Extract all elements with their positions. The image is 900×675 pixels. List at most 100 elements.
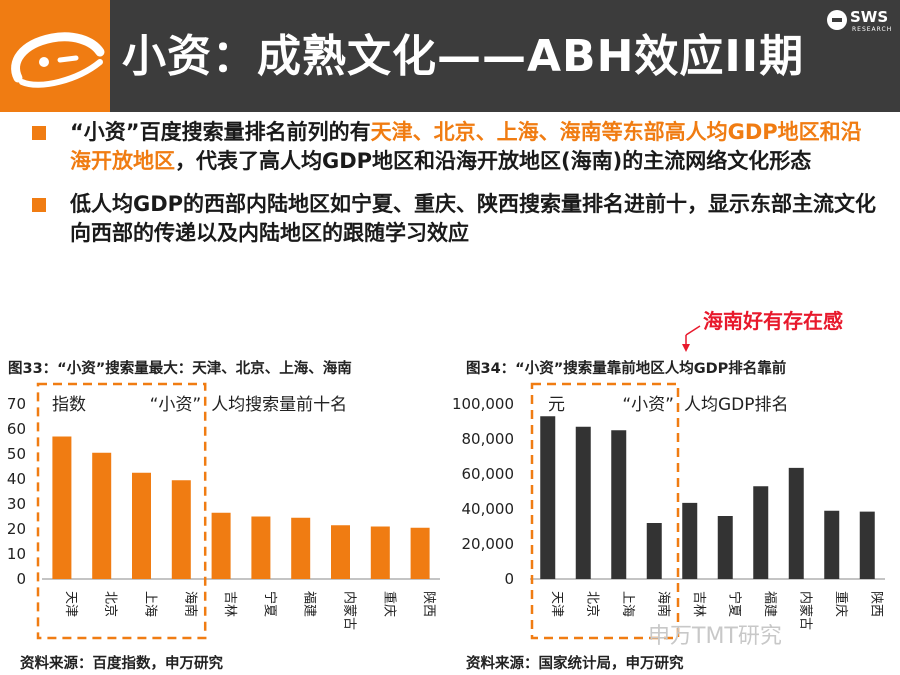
category-label: 上海 — [620, 591, 635, 617]
bar-天津 — [540, 416, 556, 579]
category-label: 海南 — [655, 591, 671, 617]
category-label: 福建 — [302, 591, 317, 617]
chart-1-source: 资料来源：百度指数，申万研究 — [20, 656, 223, 672]
category-label-group: 天津 — [63, 591, 78, 617]
category-label: 陕西 — [421, 591, 436, 617]
y-tick-label: 30 — [7, 495, 26, 513]
category-label-group: 内蒙古 — [342, 591, 358, 630]
unit-label: 元 — [548, 395, 565, 415]
chart-1-title: 图33：“小资”搜索量最大：天津、北京、上海、海南 — [8, 361, 352, 377]
bullet-square-icon — [32, 198, 46, 212]
bar-海南 — [171, 480, 191, 579]
y-tick-label: 80,000 — [462, 430, 515, 448]
watermark-text: 申万TMT研究 — [648, 624, 782, 649]
box-label: “小资” — [622, 395, 674, 415]
bar-福建 — [291, 517, 311, 579]
bar-吉林 — [211, 512, 231, 579]
y-tick-label: 20,000 — [462, 535, 515, 553]
category-label-group: 北京 — [584, 591, 599, 617]
hainan-annotation: 海南好有存在感 — [703, 309, 843, 333]
chart-2-title: 图34：“小资”搜索量靠前地区人均GDP排名靠前 — [466, 361, 787, 377]
category-label-group: 陕西 — [868, 591, 883, 617]
category-label: 天津 — [63, 591, 78, 617]
category-label: 内蒙古 — [797, 591, 813, 630]
bar-陕西 — [859, 511, 875, 579]
bullet-item-1: “小资”百度搜索量排名前列的有天津、北京、上海、海南等东部高人均GDP地区和沿海… — [32, 118, 882, 176]
category-label-group: 福建 — [302, 591, 317, 617]
alibaba-logo-icon — [11, 32, 105, 88]
header-bar: 小资：成熟文化——ABH效应II期 SWS RESEARCH — [0, 0, 900, 112]
alibaba-logo-box — [0, 0, 110, 112]
category-label-group: 宁夏 — [262, 591, 278, 617]
page-title: 小资：成熟文化——ABH效应II期 — [122, 31, 805, 82]
category-label-group: 北京 — [103, 591, 118, 617]
category-label: 上海 — [143, 591, 158, 617]
bullet-2-text: 低人均GDP的西部内陆地区如宁夏、重庆、陕西搜索量排名进前十，显示东部主流文化向… — [70, 192, 877, 245]
y-tick-label: 50 — [7, 445, 26, 463]
bar-福建 — [753, 486, 769, 579]
y-tick-label: 40,000 — [462, 500, 515, 518]
category-label-group: 上海 — [143, 591, 158, 617]
category-label: 福建 — [762, 591, 777, 617]
category-label: 宁夏 — [262, 591, 278, 617]
bar-北京 — [575, 426, 591, 579]
bar-陕西 — [410, 527, 430, 579]
y-tick-label: 60 — [7, 420, 26, 438]
y-tick-label: 60,000 — [462, 465, 515, 483]
inner-title: 人均搜索量前十名 — [211, 395, 347, 415]
category-label: 陕西 — [868, 591, 883, 617]
category-label: 吉林 — [691, 591, 706, 617]
inner-title: 人均GDP排名 — [684, 395, 789, 415]
box-label: “小资” — [150, 395, 202, 415]
category-label-group: 上海 — [620, 591, 635, 617]
category-label-group: 福建 — [762, 591, 777, 617]
highlight-dashed-box — [530, 382, 680, 640]
bar-内蒙古 — [331, 525, 350, 579]
category-label-group: 宁夏 — [726, 591, 742, 617]
y-tick-label: 40 — [7, 470, 26, 488]
y-tick-label: 0 — [16, 570, 26, 588]
bar-天津 — [52, 436, 72, 579]
bar-上海 — [132, 472, 151, 579]
category-label-group: 重庆 — [381, 591, 397, 617]
bullet-square-icon — [32, 126, 46, 140]
category-label-group: 吉林 — [691, 591, 706, 617]
bullet-1-part-1: “小资”百度搜索量排名前列的有 — [70, 120, 371, 144]
category-label-group: 海南 — [182, 591, 198, 617]
sws-brand-text: SWS — [850, 8, 889, 26]
category-label: 重庆 — [833, 591, 849, 617]
category-label-group: 吉林 — [222, 591, 237, 617]
chart-2-source: 资料来源：国家统计局，申万研究 — [466, 656, 684, 672]
bar-宁夏 — [251, 516, 271, 579]
category-label: 北京 — [103, 591, 118, 617]
category-label-group: 陕西 — [421, 591, 436, 617]
category-label: 重庆 — [381, 591, 397, 617]
category-label-group: 重庆 — [833, 591, 849, 617]
bar-重庆 — [824, 510, 840, 579]
bar-上海 — [611, 430, 627, 579]
category-label: 吉林 — [222, 591, 237, 617]
y-tick-label: 0 — [504, 570, 514, 588]
category-label: 北京 — [584, 591, 599, 617]
y-tick-label: 70 — [7, 395, 26, 413]
unit-label: 指数 — [52, 395, 86, 415]
bullet-list: “小资”百度搜索量排名前列的有天津、北京、上海、海南等东部高人均GDP地区和沿海… — [32, 118, 882, 248]
bar-吉林 — [682, 502, 698, 579]
category-label-group: 海南 — [655, 591, 671, 617]
bullet-item-2: 低人均GDP的西部内陆地区如宁夏、重庆、陕西搜索量排名进前十，显示东部主流文化向… — [32, 190, 882, 248]
bar-北京 — [92, 452, 112, 579]
category-label: 天津 — [549, 591, 564, 617]
category-label-group: 内蒙古 — [797, 591, 813, 630]
sws-logo-icon — [827, 10, 847, 30]
bar-重庆 — [370, 526, 390, 579]
sws-brand: SWS RESEARCH — [826, 6, 896, 36]
category-label: 宁夏 — [726, 591, 742, 617]
bar-海南 — [646, 523, 662, 579]
category-label-group: 天津 — [549, 591, 564, 617]
sws-brand-sub: RESEARCH — [852, 26, 893, 33]
y-tick-label: 100,000 — [452, 395, 514, 413]
bullet-1-part-3: ，代表了高人均GDP地区和沿海开放地区(海南)的主流网络文化形态 — [175, 149, 812, 173]
category-label: 海南 — [182, 591, 198, 617]
bar-内蒙古 — [788, 467, 804, 579]
bar-宁夏 — [717, 516, 733, 579]
